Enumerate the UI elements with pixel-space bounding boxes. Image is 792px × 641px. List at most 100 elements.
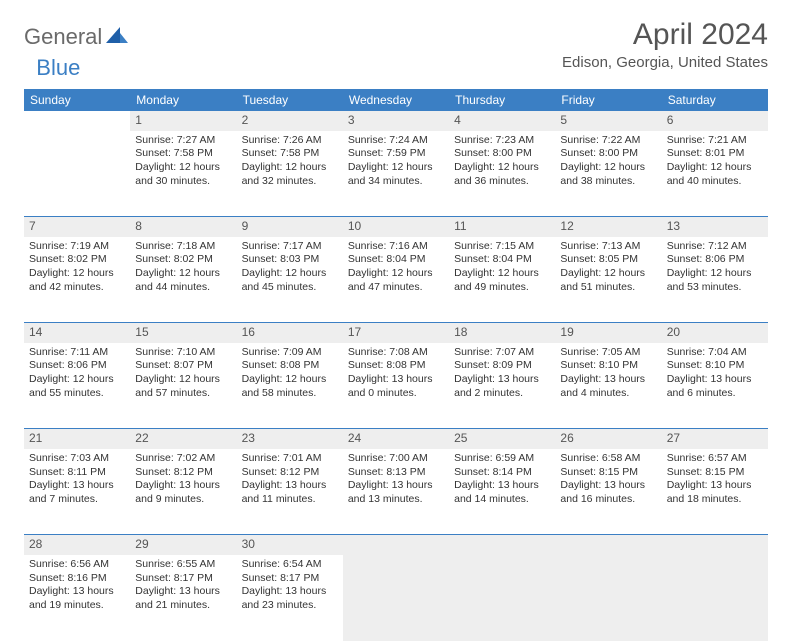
day-number-cell: 13 — [662, 217, 768, 237]
sunrise-line: Sunrise: 7:17 AM — [242, 240, 338, 254]
sunrise-line: Sunrise: 7:27 AM — [135, 134, 231, 148]
sunset-line: Sunset: 8:09 PM — [454, 359, 550, 373]
daylight-line: Daylight: 13 hours and 6 minutes. — [667, 373, 763, 400]
day-number-cell: 22 — [130, 429, 236, 449]
day-number-cell: 19 — [555, 323, 661, 343]
weekday-header: Saturday — [662, 89, 768, 111]
day-number-cell: 20 — [662, 323, 768, 343]
sunrise-line: Sunrise: 7:16 AM — [348, 240, 444, 254]
sunset-line: Sunset: 8:08 PM — [242, 359, 338, 373]
day-number-cell: 25 — [449, 429, 555, 449]
sunset-line: Sunset: 8:04 PM — [348, 253, 444, 267]
day-info-cell: Sunrise: 7:23 AMSunset: 8:00 PMDaylight:… — [449, 131, 555, 217]
sunrise-line: Sunrise: 7:21 AM — [667, 134, 763, 148]
day-info-cell: Sunrise: 6:57 AMSunset: 8:15 PMDaylight:… — [662, 449, 768, 535]
sunset-line: Sunset: 8:12 PM — [242, 466, 338, 480]
daylight-line: Daylight: 12 hours and 53 minutes. — [667, 267, 763, 294]
daylight-line: Daylight: 12 hours and 51 minutes. — [560, 267, 656, 294]
sunrise-line: Sunrise: 6:58 AM — [560, 452, 656, 466]
sunset-line: Sunset: 8:15 PM — [667, 466, 763, 480]
sunrise-line: Sunrise: 7:04 AM — [667, 346, 763, 360]
sunset-line: Sunset: 7:59 PM — [348, 147, 444, 161]
sunset-line: Sunset: 7:58 PM — [242, 147, 338, 161]
day-number-cell: 8 — [130, 217, 236, 237]
day-number-cell: 27 — [662, 429, 768, 449]
day-number-cell: 24 — [343, 429, 449, 449]
daylight-line: Daylight: 12 hours and 34 minutes. — [348, 161, 444, 188]
logo-text-general: General — [24, 24, 102, 50]
logo-triangle-icon — [106, 27, 128, 48]
day-number-row: 282930 — [24, 535, 768, 555]
sunset-line: Sunset: 8:17 PM — [242, 572, 338, 586]
day-info-cell: Sunrise: 7:16 AMSunset: 8:04 PMDaylight:… — [343, 237, 449, 323]
weekday-header: Thursday — [449, 89, 555, 111]
daylight-line: Daylight: 12 hours and 47 minutes. — [348, 267, 444, 294]
day-number-cell: 21 — [24, 429, 130, 449]
sunset-line: Sunset: 8:00 PM — [560, 147, 656, 161]
sunrise-line: Sunrise: 7:13 AM — [560, 240, 656, 254]
sunrise-line: Sunrise: 6:56 AM — [29, 558, 125, 572]
location-subtitle: Edison, Georgia, United States — [562, 54, 768, 71]
day-number-cell: 4 — [449, 111, 555, 131]
weekday-header: Monday — [130, 89, 236, 111]
day-info-row: Sunrise: 6:56 AMSunset: 8:16 PMDaylight:… — [24, 555, 768, 641]
sunrise-line: Sunrise: 7:11 AM — [29, 346, 125, 360]
day-number-cell: 1 — [130, 111, 236, 131]
weekday-header: Sunday — [24, 89, 130, 111]
sunset-line: Sunset: 8:17 PM — [135, 572, 231, 586]
sunset-line: Sunset: 8:14 PM — [454, 466, 550, 480]
sunrise-line: Sunrise: 7:00 AM — [348, 452, 444, 466]
sunset-line: Sunset: 8:00 PM — [454, 147, 550, 161]
daylight-line: Daylight: 13 hours and 0 minutes. — [348, 373, 444, 400]
day-info-cell: Sunrise: 7:26 AMSunset: 7:58 PMDaylight:… — [237, 131, 343, 217]
sunrise-line: Sunrise: 7:09 AM — [242, 346, 338, 360]
day-info-cell: Sunrise: 7:02 AMSunset: 8:12 PMDaylight:… — [130, 449, 236, 535]
daylight-line: Daylight: 13 hours and 4 minutes. — [560, 373, 656, 400]
sunrise-line: Sunrise: 6:54 AM — [242, 558, 338, 572]
day-info-cell: Sunrise: 7:00 AMSunset: 8:13 PMDaylight:… — [343, 449, 449, 535]
sunrise-line: Sunrise: 7:08 AM — [348, 346, 444, 360]
weekday-header-row: Sunday Monday Tuesday Wednesday Thursday… — [24, 89, 768, 111]
weekday-header: Tuesday — [237, 89, 343, 111]
day-number-cell: 23 — [237, 429, 343, 449]
day-number-row: 14151617181920 — [24, 323, 768, 343]
daylight-line: Daylight: 12 hours and 30 minutes. — [135, 161, 231, 188]
day-number-cell: 26 — [555, 429, 661, 449]
daylight-line: Daylight: 12 hours and 32 minutes. — [242, 161, 338, 188]
sunrise-line: Sunrise: 7:02 AM — [135, 452, 231, 466]
sunset-line: Sunset: 8:10 PM — [560, 359, 656, 373]
daylight-line: Daylight: 12 hours and 55 minutes. — [29, 373, 125, 400]
day-number-cell: 12 — [555, 217, 661, 237]
sunset-line: Sunset: 7:58 PM — [135, 147, 231, 161]
weekday-header: Friday — [555, 89, 661, 111]
title-block: April 2024 Edison, Georgia, United State… — [562, 18, 768, 71]
calendar-table: Sunday Monday Tuesday Wednesday Thursday… — [24, 89, 768, 641]
day-number-cell: 10 — [343, 217, 449, 237]
daylight-line: Daylight: 12 hours and 58 minutes. — [242, 373, 338, 400]
daylight-line: Daylight: 12 hours and 44 minutes. — [135, 267, 231, 294]
day-number-row: 123456 — [24, 111, 768, 131]
day-info-cell: Sunrise: 6:58 AMSunset: 8:15 PMDaylight:… — [555, 449, 661, 535]
day-number-row: 21222324252627 — [24, 429, 768, 449]
day-info-cell: Sunrise: 7:04 AMSunset: 8:10 PMDaylight:… — [662, 343, 768, 429]
day-number-cell — [662, 535, 768, 555]
day-info-cell: Sunrise: 7:10 AMSunset: 8:07 PMDaylight:… — [130, 343, 236, 429]
sunset-line: Sunset: 8:10 PM — [667, 359, 763, 373]
sunset-line: Sunset: 8:02 PM — [135, 253, 231, 267]
day-number-cell — [24, 111, 130, 131]
day-number-cell — [555, 535, 661, 555]
daylight-line: Daylight: 13 hours and 7 minutes. — [29, 479, 125, 506]
sunrise-line: Sunrise: 7:07 AM — [454, 346, 550, 360]
daylight-line: Daylight: 13 hours and 13 minutes. — [348, 479, 444, 506]
daylight-line: Daylight: 12 hours and 38 minutes. — [560, 161, 656, 188]
sunset-line: Sunset: 8:07 PM — [135, 359, 231, 373]
sunset-line: Sunset: 8:11 PM — [29, 466, 125, 480]
day-number-cell: 30 — [237, 535, 343, 555]
daylight-line: Daylight: 13 hours and 18 minutes. — [667, 479, 763, 506]
daylight-line: Daylight: 13 hours and 14 minutes. — [454, 479, 550, 506]
daylight-line: Daylight: 12 hours and 49 minutes. — [454, 267, 550, 294]
day-number-cell: 18 — [449, 323, 555, 343]
sunset-line: Sunset: 8:03 PM — [242, 253, 338, 267]
day-info-cell: Sunrise: 6:54 AMSunset: 8:17 PMDaylight:… — [237, 555, 343, 641]
sunrise-line: Sunrise: 7:01 AM — [242, 452, 338, 466]
